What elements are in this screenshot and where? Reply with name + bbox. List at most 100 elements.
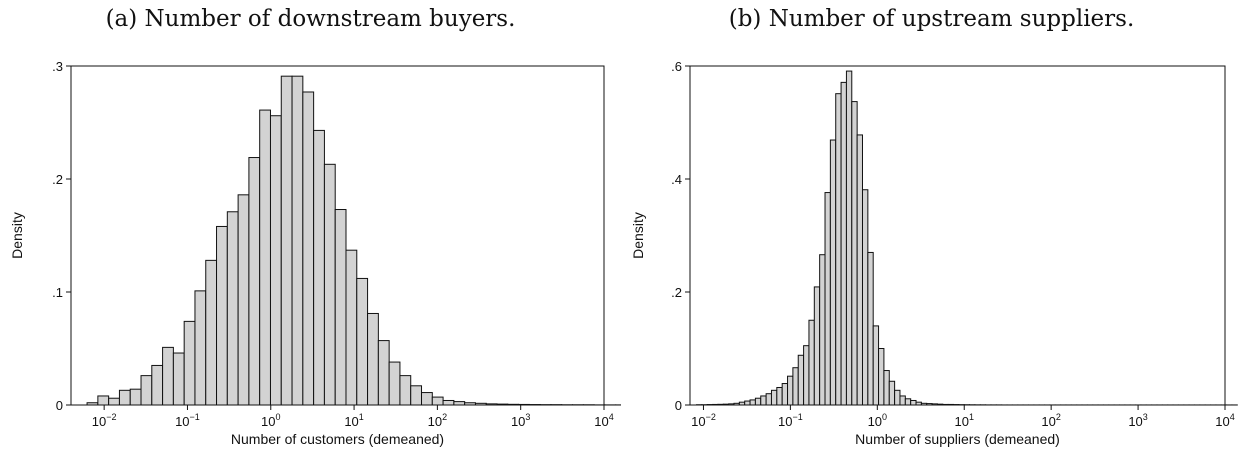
plot-frame-b [689, 65, 1226, 406]
x-tick-base: 10 [954, 414, 968, 429]
histogram-bar [744, 400, 751, 406]
y-tick-label: .2 [671, 285, 682, 300]
histogram-bar [172, 352, 185, 406]
x-tick-exponent: −1 [792, 412, 802, 422]
histogram-bar [781, 383, 789, 406]
x-tick-label: 10−1 [778, 412, 803, 429]
histogram-bar [302, 91, 315, 406]
y-tick-label: .4 [671, 172, 682, 187]
histogram-bar [194, 290, 207, 406]
x-tick-base: 10 [778, 414, 792, 429]
histogram-bar [765, 393, 772, 406]
y-tick-label: .1 [52, 285, 63, 300]
bars-group-a [86, 75, 621, 406]
histogram-bar [259, 109, 271, 406]
histogram-bar [442, 399, 455, 406]
histogram-bar [862, 189, 869, 406]
x-tick-label: 104 [594, 412, 613, 429]
histogram-bar [313, 129, 325, 406]
x-tick-label: 10−2 [92, 412, 117, 429]
x-tick-exponent: 0 [275, 412, 280, 422]
x-tick-base: 10 [1215, 414, 1229, 429]
histogram-bar [140, 375, 153, 406]
histogram-bar [904, 398, 912, 406]
histogram-bar [813, 286, 821, 406]
x-tick-exponent: 1 [359, 412, 364, 422]
histogram-bar [248, 157, 261, 406]
histogram-bar [856, 134, 863, 406]
histogram-bar [377, 340, 390, 406]
x-axis-title: Number of suppliers (demeaned) [855, 431, 1060, 447]
histogram-bar [118, 389, 131, 406]
histogram-bar [421, 392, 433, 406]
histogram-bar [151, 364, 164, 406]
histogram-bar [851, 101, 858, 406]
histogram-bar [840, 81, 847, 406]
histogram-bar [760, 395, 767, 406]
histogram-bar [867, 251, 874, 406]
histogram-bar [453, 401, 466, 406]
histogram-bar [749, 399, 756, 406]
x-tick-label: 10−2 [691, 412, 716, 429]
histogram-bar [845, 70, 853, 406]
x-tick-label: 10−1 [175, 412, 200, 429]
x-tick-base: 10 [428, 414, 442, 429]
x-tick-exponent: 2 [1056, 412, 1061, 422]
histogram-bar [97, 395, 110, 406]
histogram-bar [787, 375, 794, 406]
x-tick-base: 10 [1041, 414, 1055, 429]
y-tick-label: .3 [52, 59, 63, 74]
histogram-bar [872, 325, 880, 406]
x-tick-label: 101 [344, 412, 363, 429]
histogram-bar [367, 312, 379, 406]
x-tick-base: 10 [261, 414, 275, 429]
histogram-bar [183, 320, 196, 406]
x-tick-base: 10 [175, 414, 189, 429]
histogram-bar [129, 388, 142, 406]
histogram-bar [280, 75, 293, 406]
histogram-bar [797, 354, 805, 406]
x-tick-label: 104 [1215, 412, 1234, 429]
histogram-bar [819, 254, 826, 406]
histogram-bar [803, 345, 810, 406]
histogram-bar [334, 209, 347, 406]
histogram-bar [410, 385, 423, 406]
x-tick-exponent: 2 [442, 412, 447, 422]
y-tick-label: .6 [671, 59, 682, 74]
y-tick-label: 0 [56, 398, 63, 413]
caption-panel-a: (a) Number of downstream buyers. [105, 6, 516, 32]
x-axis-title: Number of customers (demeaned) [231, 431, 444, 447]
x-tick-exponent: −1 [190, 412, 200, 422]
caption-panel-b: (b) Number of upstream suppliers. [728, 6, 1135, 32]
x-tick-label: 100 [261, 412, 280, 429]
histogram-bar [216, 225, 228, 406]
histogram-bar [108, 397, 120, 406]
x-tick-base: 10 [868, 414, 882, 429]
x-tick-exponent: 1 [969, 412, 974, 422]
histogram-bar [431, 396, 444, 406]
y-axis-title: Density [630, 212, 646, 259]
y-tick-label: .2 [52, 172, 63, 187]
x-tick-label: 101 [954, 412, 973, 429]
x-tick-base: 10 [92, 414, 106, 429]
x-tick-label: 103 [1128, 412, 1147, 429]
y-axis-title: Density [9, 212, 25, 259]
histogram-bar [388, 361, 401, 406]
x-tick-label: 103 [511, 412, 530, 429]
histogram-bar [356, 277, 369, 406]
x-tick-exponent: 4 [1230, 412, 1235, 422]
x-tick-base: 10 [511, 414, 525, 429]
histogram-bar [883, 370, 890, 406]
histogram-bar [399, 375, 412, 406]
histogram-bar [237, 194, 250, 406]
histogram-bar [323, 163, 336, 406]
bars-group-b [696, 70, 1238, 406]
histogram-bar [888, 380, 896, 406]
x-tick-exponent: 3 [1143, 412, 1148, 422]
x-tick-label: 100 [868, 412, 887, 429]
histogram-bar [162, 346, 174, 406]
histogram-bar [792, 367, 799, 406]
histogram-bar [770, 389, 778, 406]
